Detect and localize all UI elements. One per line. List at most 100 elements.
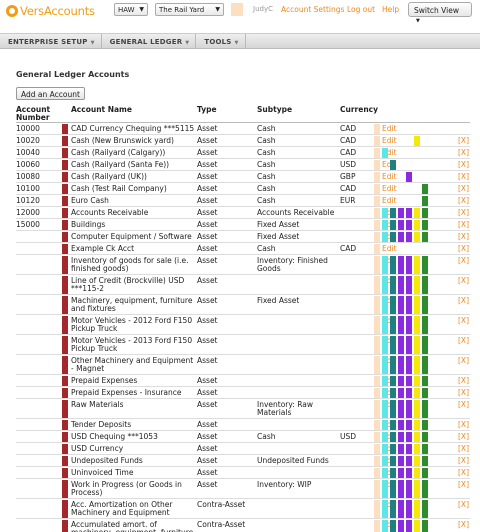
edit-link[interactable]: Edit [382, 172, 397, 181]
delete-link[interactable]: [X] [458, 420, 469, 429]
company-code-select[interactable]: HAW ▼ [114, 3, 148, 16]
edit-link[interactable]: Edit [382, 277, 397, 285]
edit-link[interactable]: Edit [382, 148, 397, 157]
edit-link[interactable]: Edit [382, 124, 397, 133]
table-row: Accumulated amort. of machinery, equipme… [16, 519, 470, 532]
delete-link[interactable]: [X] [458, 356, 469, 365]
account-number: 10060 [16, 160, 40, 169]
col-currency[interactable]: Currency [340, 105, 379, 114]
company-tag-swatch [374, 184, 380, 194]
account-marker [62, 388, 68, 398]
edit-link[interactable]: Edit [382, 421, 397, 429]
edit-link[interactable]: Edit [382, 501, 397, 509]
delete-link[interactable]: [X] [458, 444, 469, 453]
nav-tools[interactable]: TOOLS ▼ [196, 34, 246, 48]
company-tag-swatch [406, 376, 412, 386]
company-tag-swatch [398, 444, 404, 454]
delete-link[interactable]: [X] [458, 232, 469, 241]
company-tag-swatch [406, 420, 412, 430]
account-settings-link[interactable]: Account Settings [281, 5, 345, 14]
switch-view-button[interactable]: Switch View ▼ [408, 2, 472, 24]
edit-link[interactable]: Edit [382, 521, 397, 529]
edit-link[interactable]: Edit [382, 317, 397, 325]
edit-link[interactable]: Edit [382, 337, 397, 345]
account-marker [62, 124, 68, 134]
add-account-button[interactable]: Add an Account [16, 87, 85, 100]
delete-link[interactable]: [X] [458, 160, 469, 169]
chevron-down-icon: ▼ [215, 6, 220, 13]
company-tag-swatch [414, 232, 420, 242]
company-tag-swatch [414, 256, 420, 274]
edit-link[interactable]: Edit [382, 196, 397, 205]
account-marker [62, 420, 68, 430]
delete-link[interactable]: [X] [458, 520, 469, 529]
delete-link[interactable]: [X] [458, 400, 469, 409]
edit-link[interactable]: Edit [382, 136, 397, 145]
delete-link[interactable]: [X] [458, 196, 469, 205]
edit-link[interactable]: Edit [382, 457, 397, 465]
logo-text: VersAccounts [20, 4, 95, 18]
account-name: Machinery, equipment, furniture and fixt… [71, 296, 193, 313]
account-type: Asset [197, 220, 218, 229]
company-select[interactable]: The Rail Yard ▼ [155, 3, 224, 16]
table-row: 10000 CAD Currency Chequing ***5115 Asset C… [16, 123, 470, 135]
edit-link[interactable]: Edit [382, 297, 397, 305]
delete-link[interactable]: [X] [458, 244, 469, 253]
delete-link[interactable]: [X] [458, 148, 469, 157]
delete-link[interactable]: [X] [458, 276, 469, 285]
edit-link[interactable]: Edit [382, 244, 397, 253]
chevron-down-icon: ▼ [416, 18, 420, 24]
edit-link[interactable]: Edit [382, 401, 397, 409]
company-tag-swatch [382, 148, 388, 158]
table-row: Work in Progress (or Goods in Process) As… [16, 479, 470, 499]
company-tag-swatch [422, 316, 428, 334]
col-account-name[interactable]: Account Name [71, 105, 132, 114]
edit-link[interactable]: Edit [382, 481, 397, 489]
edit-link[interactable]: Edit [382, 257, 397, 265]
account-type: Asset [197, 480, 218, 489]
delete-link[interactable]: [X] [458, 500, 469, 509]
edit-link[interactable]: Edit [382, 389, 397, 397]
edit-link[interactable]: Edit [382, 209, 397, 217]
account-subtype: Cash [257, 160, 276, 169]
company-tag-swatch [406, 480, 412, 498]
delete-link[interactable]: [X] [458, 336, 469, 345]
company-tag-swatch [422, 256, 428, 274]
logo[interactable]: VersAccounts [6, 4, 95, 18]
edit-link[interactable]: Edit [382, 357, 397, 365]
col-type[interactable]: Type [197, 105, 217, 114]
help-link[interactable]: Help [382, 5, 400, 14]
delete-link[interactable]: [X] [458, 296, 469, 305]
delete-link[interactable]: [X] [458, 136, 469, 145]
delete-link[interactable]: [X] [458, 256, 469, 265]
delete-link[interactable]: [X] [458, 456, 469, 465]
delete-link[interactable]: [X] [458, 480, 469, 489]
edit-link[interactable]: Edit [382, 221, 397, 229]
delete-link[interactable]: [X] [458, 432, 469, 441]
nav-enterprise-setup[interactable]: ENTERPRISE SETUP ▼ [0, 34, 102, 48]
delete-link[interactable]: [X] [458, 184, 469, 193]
account-currency: GBP [340, 172, 356, 181]
company-tag-swatch [414, 520, 420, 532]
col-subtype[interactable]: Subtype [257, 105, 293, 114]
edit-link[interactable]: Edit [382, 377, 397, 385]
delete-link[interactable]: [X] [458, 316, 469, 325]
delete-link[interactable]: [X] [458, 172, 469, 181]
company-tag-swatch [374, 256, 380, 274]
edit-link[interactable]: Edit [382, 433, 397, 441]
col-account-number[interactable]: Account Number [16, 105, 51, 122]
edit-link[interactable]: Edit [382, 469, 397, 477]
nav-general-ledger[interactable]: GENERAL LEDGER ▼ [102, 34, 197, 48]
edit-link[interactable]: Edit [382, 161, 397, 169]
edit-link[interactable]: Edit [382, 445, 397, 453]
edit-link[interactable]: Edit [382, 184, 397, 193]
delete-link[interactable]: [X] [458, 208, 469, 217]
account-type: Asset [197, 444, 218, 453]
delete-link[interactable]: [X] [458, 388, 469, 397]
logout-link[interactable]: Log out [347, 5, 376, 14]
delete-link[interactable]: [X] [458, 468, 469, 477]
edit-link[interactable]: Edit [382, 233, 397, 241]
company-tag-swatch [390, 232, 396, 242]
delete-link[interactable]: [X] [458, 376, 469, 385]
delete-link[interactable]: [X] [458, 220, 469, 229]
